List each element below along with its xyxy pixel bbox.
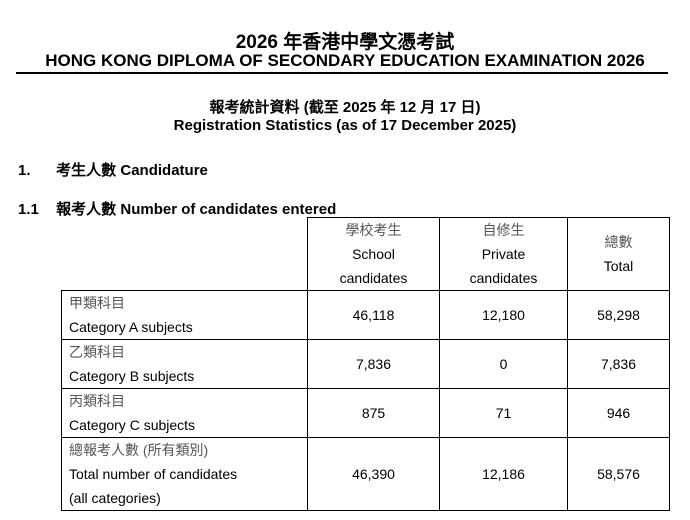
- header-en: Private: [481, 246, 526, 262]
- header-en: candidates: [469, 270, 538, 286]
- row-label: 總報考人數 (所有類別) Total number of candidates (a…: [61, 437, 308, 511]
- section-title-en: Candidature: [120, 162, 208, 179]
- header-en: candidates: [339, 270, 408, 286]
- cell-value: 71: [439, 388, 568, 438]
- header-zh: 學校考生: [345, 222, 402, 238]
- row-label-zh: 甲類科目: [69, 295, 125, 311]
- table-row: 乙類科目 Category B subjects 7,836 0 7,836: [61, 339, 670, 389]
- row-label: 丙類科目 Category C subjects: [61, 388, 308, 438]
- table-row: 丙類科目 Category C subjects 875 71 946: [61, 388, 670, 438]
- subtitle-zh: 報考統計資料 (截至 2025 年 12 月 17 日): [209, 99, 481, 116]
- cell-value: 7,836: [567, 339, 670, 389]
- section-1-heading: 1. 考生人數 Candidature: [18, 159, 208, 180]
- header-school-candidates: 學校考生 School candidates: [307, 217, 440, 291]
- header-zh: 自修生: [482, 222, 525, 238]
- cell-value: 12,186: [439, 437, 568, 511]
- row-label-zh: 乙類科目: [69, 344, 125, 360]
- section-title-zh: 報考人數: [56, 201, 117, 218]
- cell-value: 46,118: [307, 290, 440, 340]
- row-label-en: Total number of candidates: [69, 466, 238, 482]
- row-label-en: Category C subjects: [69, 417, 196, 433]
- title-zh: 2026 年香港中學文憑考試: [235, 32, 455, 53]
- section-title-en: Number of candidates entered: [120, 201, 337, 218]
- cell-value: 46,390: [307, 437, 440, 511]
- row-label-en: Category A subjects: [69, 319, 193, 335]
- cell-value: 946: [567, 388, 670, 438]
- cell-value: 58,298: [567, 290, 670, 340]
- table-row: 甲類科目 Category A subjects 46,118 12,180 58…: [61, 290, 670, 340]
- header-en: Total: [603, 258, 634, 274]
- section-1-1-heading: 1.1 報考人數 Number of candidates entered: [18, 198, 336, 219]
- table-row-total: 總報考人數 (所有類別) Total number of candidates (a…: [61, 437, 670, 511]
- title-divider: [16, 72, 668, 74]
- header-private-candidates: 自修生 Private candidates: [439, 217, 568, 291]
- section-title-zh: 考生人數: [56, 162, 117, 179]
- cell-value: 875: [307, 388, 440, 438]
- row-label-en: (all categories): [69, 490, 161, 506]
- row-label: 乙類科目 Category B subjects: [61, 339, 308, 389]
- section-number: 1.1: [18, 201, 39, 218]
- section-number: 1.: [18, 162, 31, 179]
- row-label: 甲類科目 Category A subjects: [61, 290, 308, 340]
- row-label-zh: 總報考人數 (所有類別): [69, 442, 209, 458]
- cell-value: 58,576: [567, 437, 670, 511]
- cell-value: 0: [439, 339, 568, 389]
- subtitle-en: Registration Statistics (as of 17 Decemb…: [173, 117, 517, 134]
- title-en: HONG KONG DIPLOMA OF SECONDARY EDUCATION…: [45, 51, 645, 70]
- header-en: School: [352, 246, 395, 262]
- cell-value: 12,180: [439, 290, 568, 340]
- row-label-zh: 丙類科目: [69, 393, 125, 409]
- header-total: 總數 Total: [567, 217, 670, 291]
- candidates-table: 學校考生 School candidates 自修生 Private candidate…: [61, 217, 670, 511]
- header-zh: 總數: [604, 234, 633, 250]
- cell-value: 7,836: [307, 339, 440, 389]
- empty-header-cell: [61, 217, 308, 291]
- table-header-row: 學校考生 School candidates 自修生 Private candidate…: [61, 217, 670, 291]
- row-label-en: Category B subjects: [69, 368, 195, 384]
